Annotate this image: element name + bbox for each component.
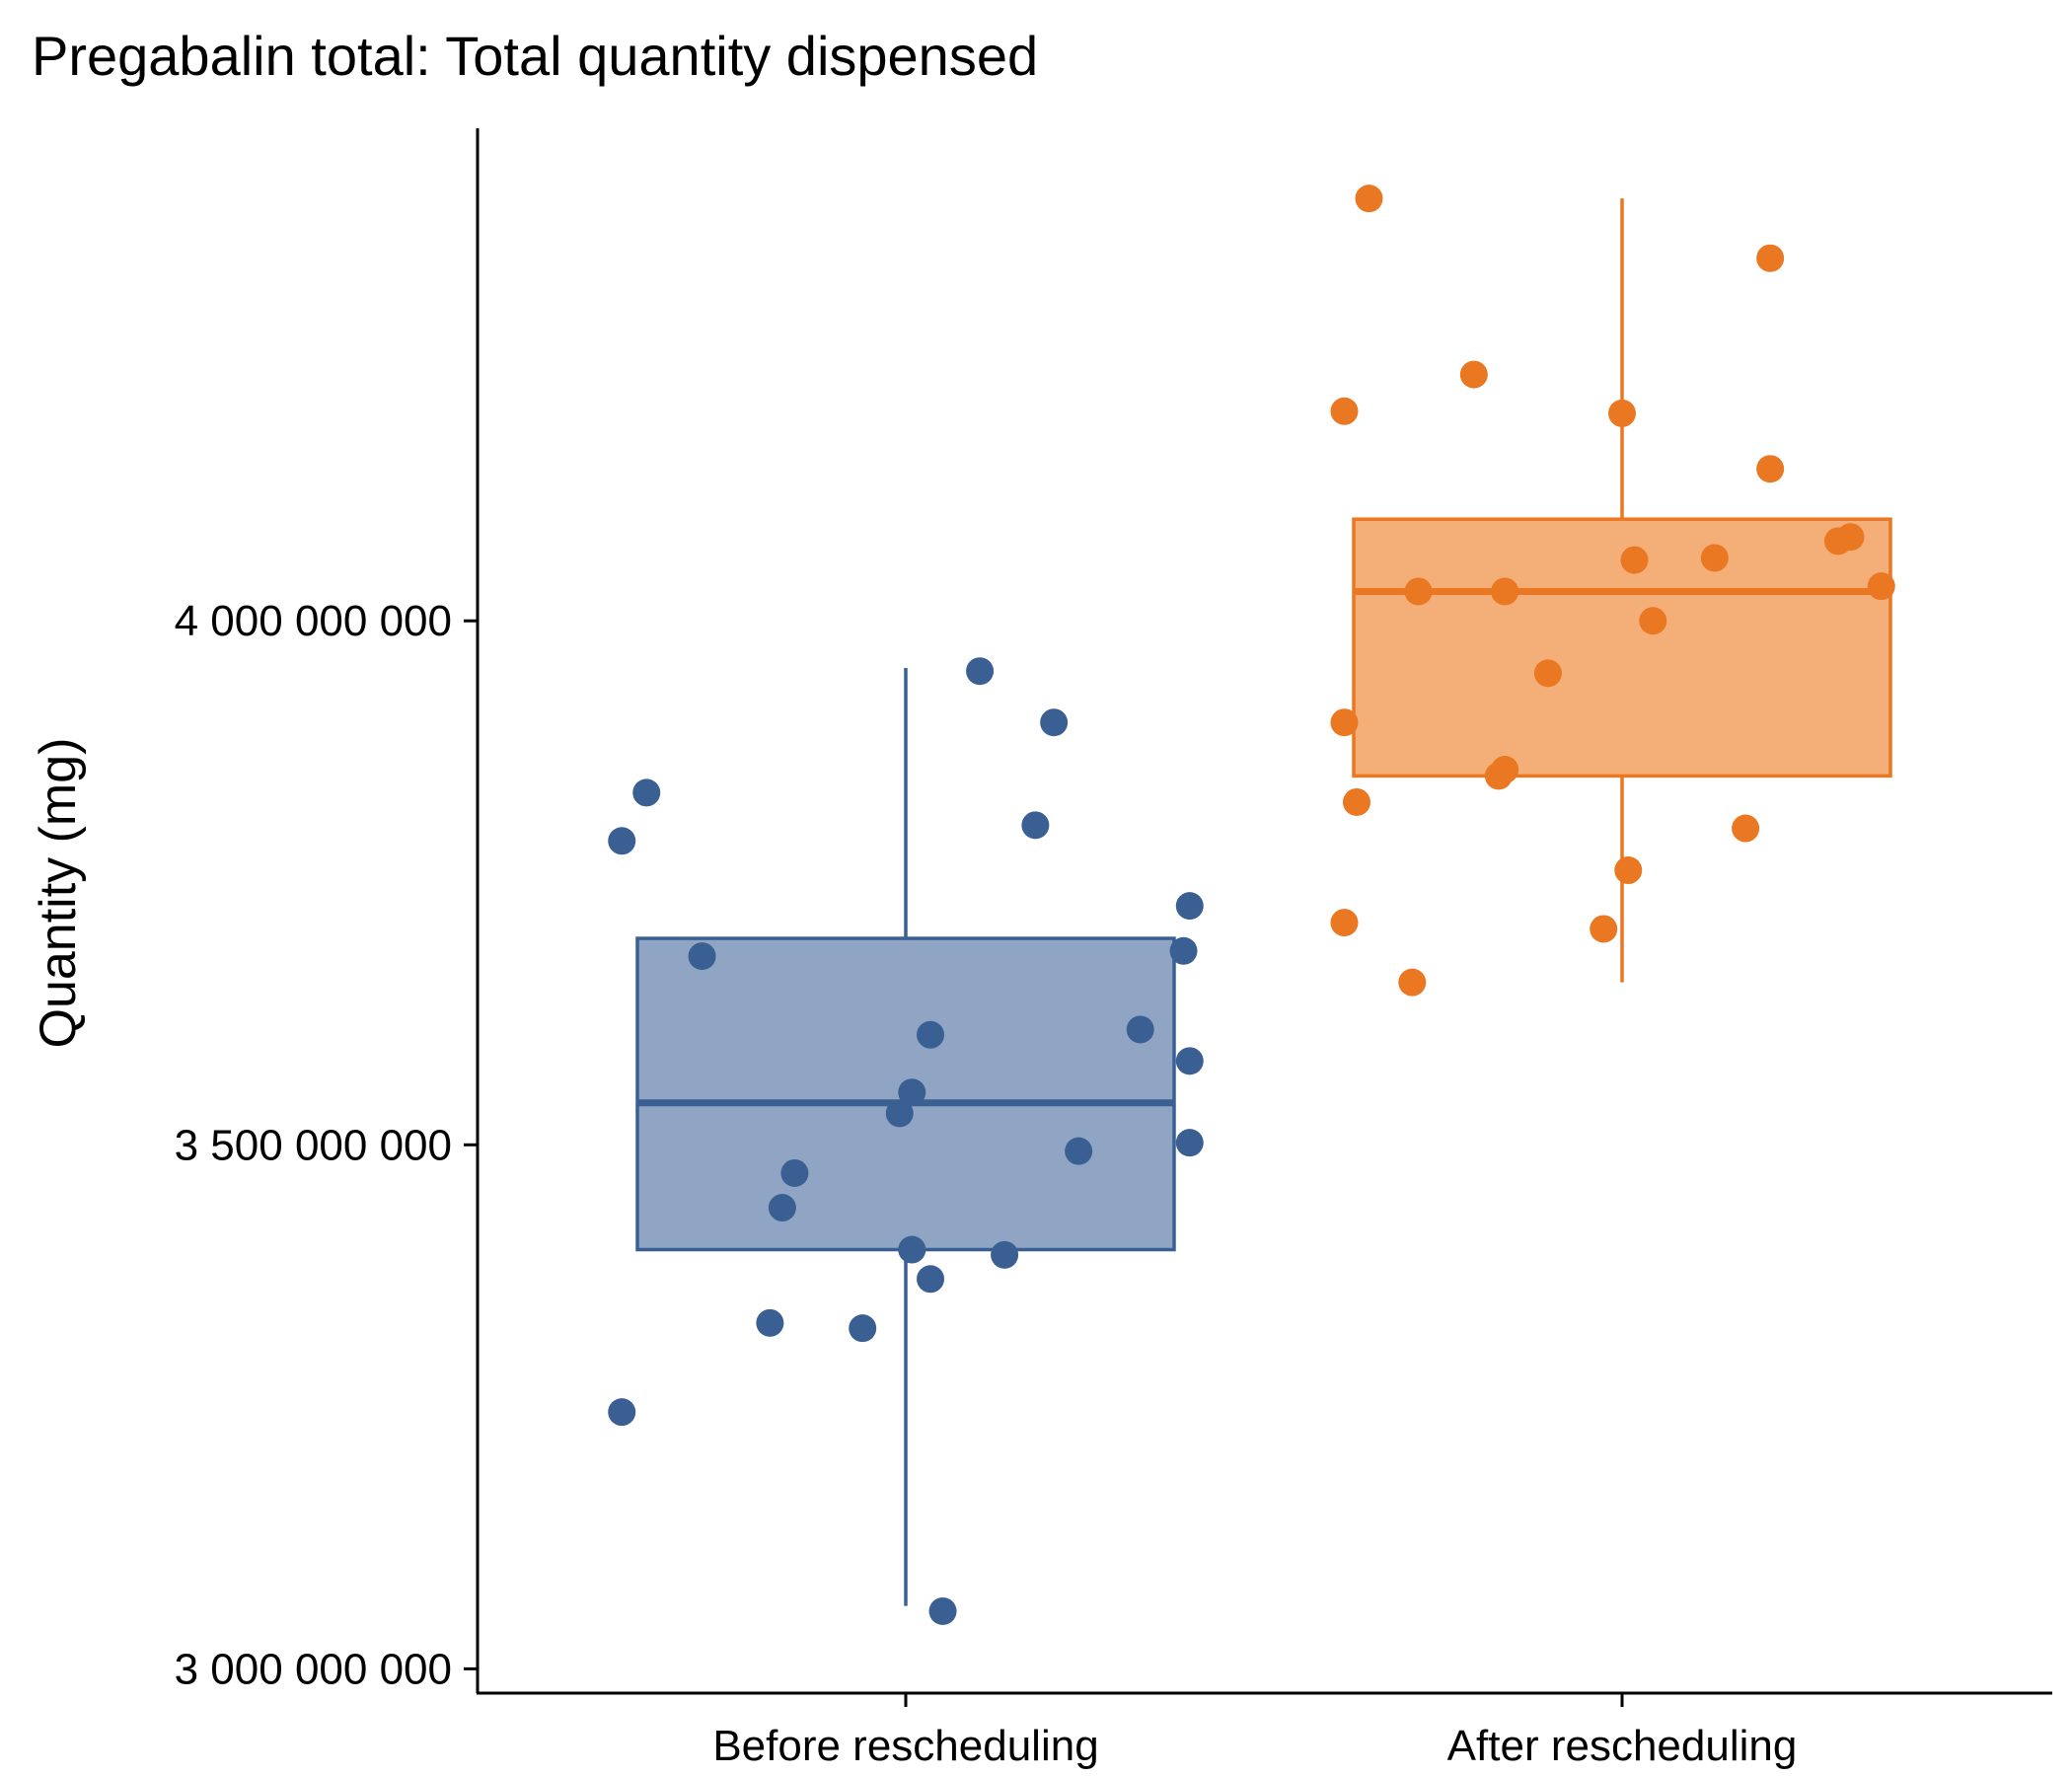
data-point bbox=[1533, 659, 1562, 688]
data-point bbox=[1330, 909, 1359, 937]
axes: 3 000 000 000 3 500 000 000 4 000 000 000 B… bbox=[175, 128, 2052, 1770]
chart-title: Pregabalin total: Total quantity dispens… bbox=[32, 25, 1039, 87]
data-point bbox=[885, 1099, 914, 1128]
data-point bbox=[928, 1596, 957, 1625]
y-tick-label: 3 500 000 000 bbox=[175, 1121, 452, 1169]
data-point bbox=[1169, 936, 1198, 965]
data-point bbox=[608, 1398, 636, 1427]
data-point bbox=[849, 1314, 877, 1343]
y-tick-label: 3 000 000 000 bbox=[175, 1645, 452, 1693]
data-point bbox=[1639, 607, 1667, 635]
data-point bbox=[1620, 546, 1649, 574]
data-point bbox=[1836, 523, 1865, 552]
data-point bbox=[1459, 360, 1488, 389]
data-point bbox=[756, 1308, 784, 1337]
data-point bbox=[1398, 968, 1427, 997]
data-point bbox=[1021, 811, 1050, 840]
data-point bbox=[1404, 577, 1433, 606]
data-point bbox=[898, 1235, 926, 1264]
data-point bbox=[1355, 185, 1383, 213]
data-point bbox=[1175, 892, 1204, 921]
data-point bbox=[1756, 455, 1785, 483]
data-point bbox=[1756, 244, 1785, 272]
data-point bbox=[632, 778, 661, 807]
data-point bbox=[1491, 756, 1519, 784]
data-point bbox=[1867, 572, 1895, 601]
data-point bbox=[780, 1158, 809, 1187]
data-point bbox=[1330, 397, 1359, 425]
data-points bbox=[608, 185, 1895, 1625]
x-tick-label: Before rescheduling bbox=[712, 1722, 1098, 1770]
data-point bbox=[917, 1020, 945, 1049]
data-point bbox=[688, 942, 716, 971]
data-point bbox=[1700, 544, 1729, 572]
data-point bbox=[1175, 1129, 1204, 1157]
data-point bbox=[1491, 577, 1519, 606]
y-axis-title: Quantity (mg) bbox=[30, 738, 87, 1049]
data-point bbox=[966, 657, 995, 686]
data-point bbox=[991, 1240, 1019, 1269]
data-point bbox=[1330, 708, 1359, 737]
boxes bbox=[635, 198, 1892, 1606]
data-point bbox=[1608, 399, 1636, 427]
data-point bbox=[917, 1265, 945, 1294]
data-point bbox=[898, 1078, 926, 1107]
data-point bbox=[768, 1194, 796, 1222]
data-point bbox=[1614, 856, 1643, 885]
data-point bbox=[1126, 1015, 1154, 1044]
x-tick-label: After rescheduling bbox=[1447, 1722, 1798, 1770]
data-point bbox=[1342, 787, 1370, 816]
data-point bbox=[1040, 708, 1069, 737]
data-point bbox=[1732, 814, 1760, 843]
data-point bbox=[1590, 915, 1618, 943]
data-point bbox=[608, 827, 636, 855]
y-tick-label: 4 000 000 000 bbox=[175, 597, 452, 645]
data-point bbox=[1175, 1047, 1204, 1075]
data-point bbox=[1065, 1137, 1093, 1165]
